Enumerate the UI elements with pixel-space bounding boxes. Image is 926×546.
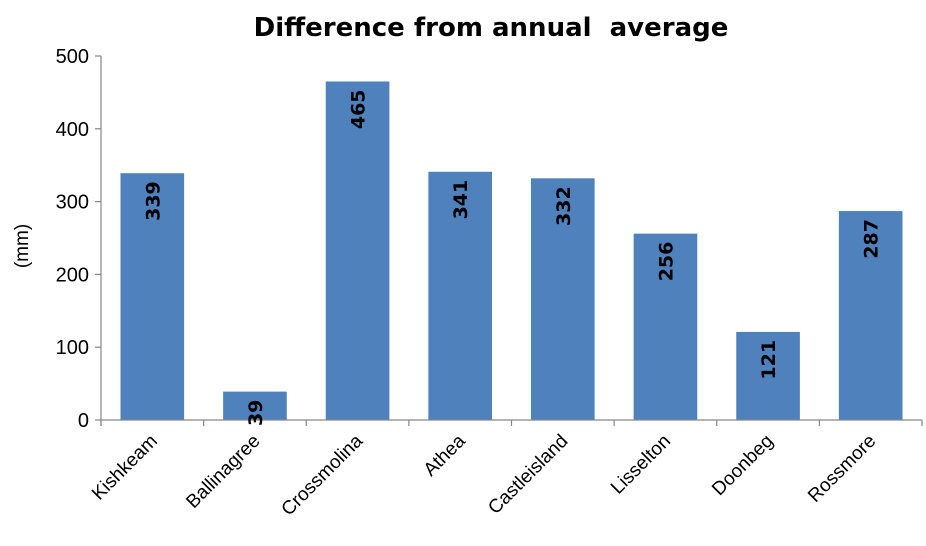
y-tick-label: 400 [56,119,89,141]
y-tick-label: 500 [56,46,89,68]
x-category-label: Athea [420,430,470,480]
data-label: 465 [348,89,370,129]
y-tick-label: 300 [56,192,89,214]
bar [633,233,698,420]
data-label: 39 [245,400,267,426]
bar [530,178,595,420]
x-category-label: Rossmore [804,431,880,507]
x-category-label: Ballinagree [182,431,264,513]
data-label: 256 [655,242,677,282]
chart-title: Difference from annual average [254,13,729,43]
x-category-label: Castleisland [484,431,572,519]
y-tick-label: 100 [56,337,89,359]
data-label: 339 [142,181,164,221]
data-label: 121 [758,340,780,380]
bar [736,331,800,420]
data-label: 287 [861,219,883,259]
y-axis-title: (mm) [12,224,33,268]
y-tick-label: 0 [78,410,89,432]
bar [428,171,493,420]
bar [120,173,185,420]
bar [223,391,287,420]
bar [325,81,390,420]
data-label: 341 [450,180,472,220]
data-label: 332 [553,186,575,226]
x-category-label: Doonbeg [708,431,777,500]
bar [838,211,903,420]
x-category-label: Crossmolina [278,430,368,520]
y-tick-label: 200 [56,264,89,286]
x-category-label: Kishkeam [88,431,162,505]
plot-area: 0 100 200 300 400 500 Kishkeam Ballinagree Cross… [56,46,923,520]
x-category-label: Lisselton [607,431,675,499]
